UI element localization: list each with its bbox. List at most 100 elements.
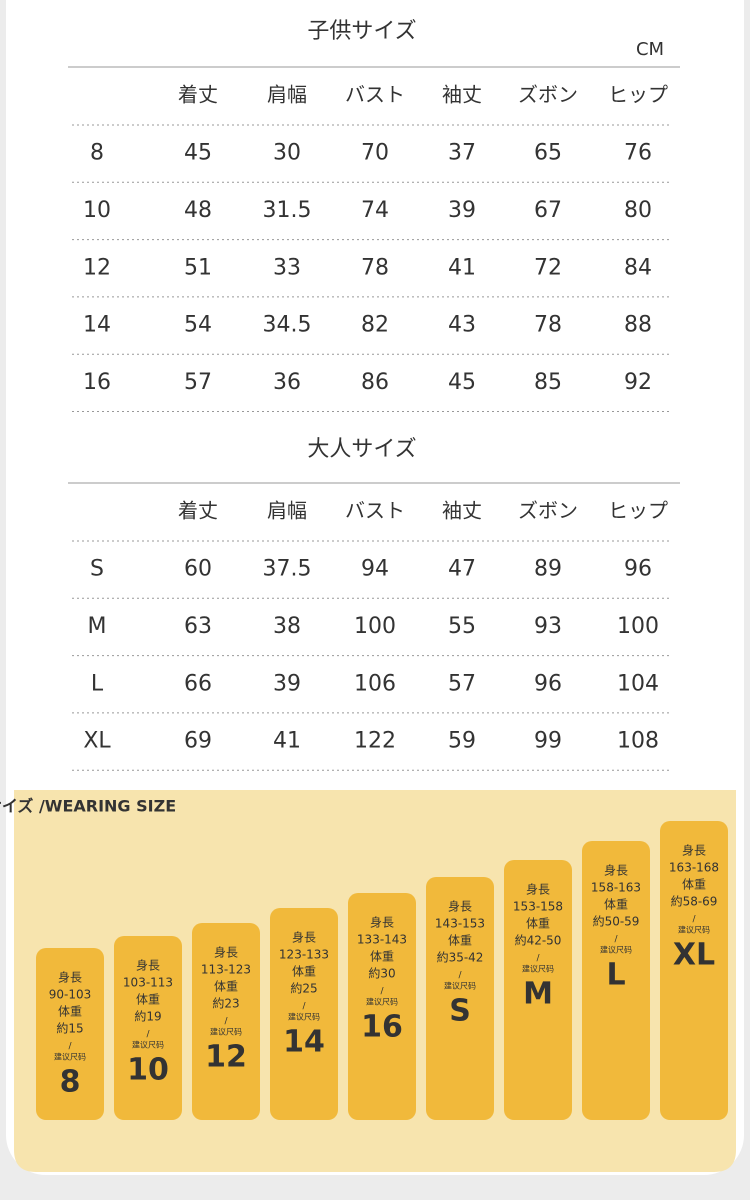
separator: / xyxy=(692,915,696,925)
cell: 108 xyxy=(617,729,659,754)
weight-label: 体重 xyxy=(370,950,394,964)
cell: 122 xyxy=(354,729,396,754)
cell: 78 xyxy=(534,313,562,338)
cell: 37.5 xyxy=(263,557,312,582)
size-label: 建议尺码 xyxy=(132,1040,164,1050)
size-card xyxy=(192,923,260,1120)
size: L xyxy=(606,958,625,993)
cell: 65 xyxy=(534,141,562,166)
size-card xyxy=(270,908,338,1120)
cell: 41 xyxy=(448,255,476,280)
cell: 54 xyxy=(184,313,212,338)
height: 143-153 xyxy=(435,917,485,931)
cell: 10 xyxy=(83,198,111,223)
size-card xyxy=(660,821,728,1120)
height-label: 身長 xyxy=(58,970,82,985)
cell: 76 xyxy=(624,141,652,166)
weight: 約58-69 xyxy=(671,894,718,909)
weight-label: 体重 xyxy=(604,898,628,912)
height-label: 身長 xyxy=(214,945,238,960)
cell: 47 xyxy=(448,557,476,582)
cell: L xyxy=(91,671,104,696)
cell: 12 xyxy=(83,255,111,280)
separator: / xyxy=(224,1017,228,1027)
height-label: 身長 xyxy=(526,882,550,897)
weight: 約25 xyxy=(290,981,317,996)
cell: 36 xyxy=(273,370,301,395)
cell: 39 xyxy=(273,671,301,696)
weight: 約35-42 xyxy=(437,950,484,965)
cell: 45 xyxy=(184,141,212,166)
header: ズボン xyxy=(518,499,578,523)
cell: 39 xyxy=(448,198,476,223)
size: 8 xyxy=(60,1065,81,1100)
cell: 41 xyxy=(273,729,301,754)
separator: / xyxy=(146,1030,150,1040)
header: 着丈 xyxy=(178,83,218,107)
cell: 93 xyxy=(534,614,562,639)
weight: 約30 xyxy=(368,966,395,981)
header: バスト xyxy=(345,499,405,523)
table-title: 大人サイズ xyxy=(307,437,416,462)
size-label: 建议尺码 xyxy=(522,964,554,974)
size-card xyxy=(582,841,650,1120)
height: 90-103 xyxy=(49,988,92,1002)
separator: / xyxy=(614,935,618,945)
height-label: 身長 xyxy=(292,930,316,945)
cell: 70 xyxy=(361,141,389,166)
header: ズボン xyxy=(518,83,578,107)
cell: 106 xyxy=(354,671,396,696)
cell: 57 xyxy=(448,671,476,696)
cell: S xyxy=(90,557,104,582)
weight-label: 体重 xyxy=(682,878,706,892)
size-label: 建议尺码 xyxy=(600,945,632,955)
cell: 89 xyxy=(534,557,562,582)
cell: 33 xyxy=(273,255,301,280)
cell: 100 xyxy=(354,614,396,639)
cell: 85 xyxy=(534,370,562,395)
weight: 約50-59 xyxy=(593,914,640,929)
cell: 66 xyxy=(184,671,212,696)
header: 袖丈 xyxy=(442,83,482,107)
size: M xyxy=(523,977,553,1012)
cell: 99 xyxy=(534,729,562,754)
cell: 86 xyxy=(361,370,389,395)
height: 123-133 xyxy=(279,948,329,962)
size-card xyxy=(504,860,572,1120)
size-label: 建议尺码 xyxy=(444,981,476,991)
height-label: 身長 xyxy=(370,915,394,930)
weight: 約15 xyxy=(56,1021,83,1036)
cell: 88 xyxy=(624,313,652,338)
cell: 84 xyxy=(624,255,652,280)
header: 肩幅 xyxy=(267,499,307,523)
weight: 約23 xyxy=(212,996,239,1011)
height-label: 身長 xyxy=(136,958,160,973)
cell: 67 xyxy=(534,198,562,223)
weight-label: 体重 xyxy=(58,1005,82,1019)
cell: 96 xyxy=(624,557,652,582)
size-card xyxy=(348,893,416,1120)
cell: 104 xyxy=(617,671,659,696)
separator: / xyxy=(302,1002,306,1012)
cell: 48 xyxy=(184,198,212,223)
height-label: 身長 xyxy=(448,899,472,914)
cell: 38 xyxy=(273,614,301,639)
height: 158-163 xyxy=(591,881,641,895)
size-label: 建议尺码 xyxy=(210,1027,242,1037)
table-title: 子供サイズ xyxy=(307,19,416,44)
size: XL xyxy=(673,938,715,973)
height: 153-158 xyxy=(513,900,563,914)
weight: 約19 xyxy=(134,1009,161,1024)
cell: M xyxy=(88,614,107,639)
size-card xyxy=(114,936,182,1120)
cell: 14 xyxy=(83,313,111,338)
size-card xyxy=(426,877,494,1120)
size: 16 xyxy=(361,1010,403,1045)
size: 12 xyxy=(205,1040,247,1075)
height: 133-143 xyxy=(357,933,407,947)
cell: 59 xyxy=(448,729,476,754)
cell: 37 xyxy=(448,141,476,166)
size: 10 xyxy=(127,1053,169,1088)
